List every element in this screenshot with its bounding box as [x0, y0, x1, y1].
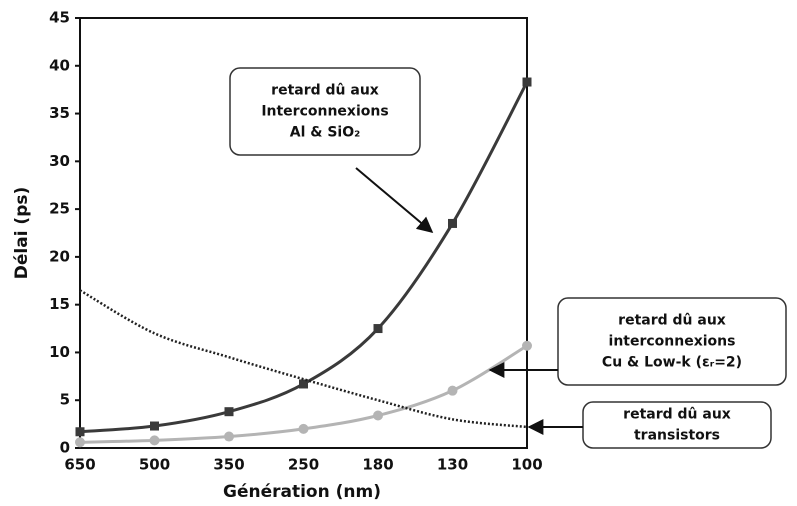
marker: [522, 340, 532, 351]
marker: [149, 435, 160, 446]
annotation-text: Al & SiO₂: [290, 125, 361, 141]
y-tick-label: 10: [49, 343, 70, 361]
annotation-arrow: [355, 167, 434, 234]
y-axis-title: Délai (ps): [12, 187, 32, 280]
plot-frame: [79, 17, 528, 449]
annotation-text: transistors: [634, 428, 720, 444]
annotation-text: Interconnexions: [261, 104, 388, 120]
y-tick-label: 5: [60, 391, 70, 409]
x-tick-label: 350: [213, 456, 244, 474]
annotation-box: [557, 297, 787, 386]
x-tick-label: 130: [437, 456, 468, 474]
marker: [299, 379, 308, 389]
y-tick-label: 35: [49, 104, 70, 122]
marker: [150, 421, 159, 431]
x-tick-label: 250: [288, 456, 319, 474]
y-tick-label: 40: [49, 56, 70, 74]
x-tick-label: 650: [64, 456, 95, 474]
x-axis-title: Génération (nm): [223, 482, 381, 502]
annotation-text: Cu & Low-k (εᵣ=2): [602, 355, 742, 371]
y-tick-label: 25: [49, 200, 70, 218]
y-tick-label: 20: [49, 247, 70, 265]
y-tick-label: 45: [49, 9, 70, 27]
marker: [224, 407, 234, 417]
y-tick-label: 15: [49, 295, 70, 313]
series-line: [79, 289, 528, 429]
marker: [75, 427, 85, 437]
marker: [224, 431, 234, 442]
y-tick-label: 30: [49, 152, 70, 170]
marker: [447, 385, 458, 396]
marker: [373, 324, 383, 334]
annotation-text: interconnexions: [609, 334, 736, 350]
x-tick-label: 180: [362, 456, 393, 474]
marker: [373, 410, 383, 421]
annotation-box: [582, 401, 772, 449]
x-tick-label: 100: [511, 456, 542, 474]
x-tick-label: 500: [139, 456, 170, 474]
y-tick-label: 0: [60, 439, 70, 457]
marker: [522, 77, 532, 87]
marker: [448, 218, 457, 228]
annotation-text: retard dû aux: [618, 313, 726, 329]
annotation-box: [229, 67, 421, 156]
marker: [298, 423, 309, 434]
annotation-text: retard dû aux: [623, 407, 731, 423]
annotation-text: retard dû aux: [271, 83, 379, 99]
marker: [75, 437, 85, 448]
